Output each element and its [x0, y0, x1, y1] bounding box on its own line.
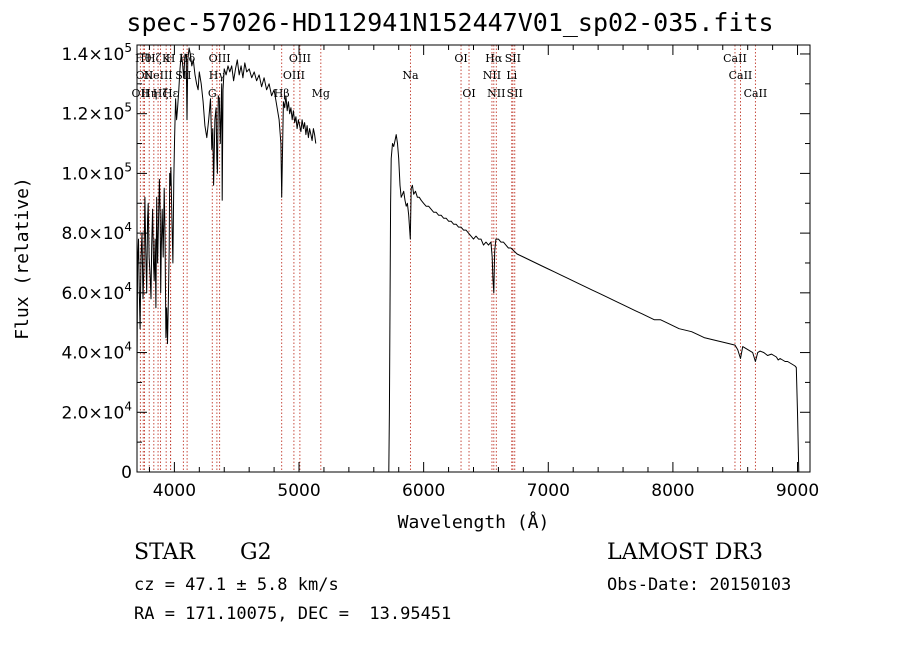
spectrum-series — [136, 47, 800, 473]
line-label-6364: OI — [462, 87, 475, 100]
line-label-3798: Hη — [141, 87, 157, 100]
line-label-4363: OIII — [209, 52, 231, 65]
x-tick-label-7000: 7000 — [527, 481, 570, 501]
y-tick-label-20000: 2.0×104 — [61, 399, 132, 423]
line-label-3835: Hζ — [146, 52, 162, 65]
survey-name: LAMOST DR3 — [607, 540, 763, 565]
line-label-3727: OII — [132, 87, 150, 100]
line-label-5175: Mg — [312, 87, 330, 100]
y-tick-label-120000: 1.2×105 — [61, 101, 132, 125]
x-tick-label-4000: 4000 — [153, 481, 196, 501]
line-label-6563: Hα — [485, 52, 503, 65]
line-label-4341: Hγ — [209, 69, 226, 82]
coordinates: RA = 171.10075, DEC = 13.95451 — [134, 604, 452, 624]
redshift: cz = 47.1 ± 5.8 km/s — [134, 575, 339, 595]
line-label-6716: SII — [505, 52, 521, 65]
line-label-6548: NII — [483, 69, 501, 82]
chart-title: spec-57026-HD112941N152447V01_sp02-035.f… — [126, 8, 774, 37]
y-tick-label-80000: 8.0×104 — [61, 220, 132, 244]
y-tick-label-140000: 1.4×105 — [61, 41, 132, 65]
line-label-6583: NII — [487, 87, 505, 100]
x-axis-label: Wavelength (Å) — [398, 511, 550, 533]
line-label-4102: Hδ — [179, 52, 196, 65]
object-type: STAR — [134, 540, 195, 565]
line-label-6731: SII — [507, 87, 523, 100]
line-label-3969: H — [166, 52, 176, 65]
line-label-3889: Hζ — [153, 87, 169, 100]
line-labels: OIIHθOIIHηHζNeIIIHζKHHεSIIHδGHγOIIIHβOII… — [132, 52, 768, 100]
x-tick-label-6000: 6000 — [402, 481, 445, 501]
x-tick-label-5000: 5000 — [277, 481, 320, 501]
line-label-3970: Hε — [163, 87, 179, 100]
x-tick-label-8000: 8000 — [651, 481, 694, 501]
observation-date: Obs-Date: 20150103 — [607, 575, 792, 595]
line-label-4072: SII — [175, 69, 191, 82]
spectral-line-markers — [139, 45, 756, 472]
line-label-3750: Hθ — [135, 52, 152, 65]
spectral-subclass: G2 — [240, 540, 272, 565]
spectrum-segment-0 — [136, 47, 317, 368]
line-label-8498: CaII — [723, 52, 747, 65]
y-tick-label-0: 0 — [121, 463, 132, 483]
spectrum-segment-1 — [388, 134, 800, 473]
line-label-3869: NeIII — [143, 69, 172, 82]
y-tick-label-100000: 1.0×105 — [61, 160, 132, 184]
plot-frame — [136, 44, 811, 473]
line-label-5894: Na — [402, 69, 419, 82]
y-axis-label: Flux (relative) — [12, 177, 33, 340]
line-label-6300: OI — [454, 52, 467, 65]
line-label-5007: OIII — [289, 52, 311, 65]
y-tick-label-40000: 4.0×104 — [61, 340, 132, 364]
line-label-4861: Hβ — [274, 87, 290, 100]
line-label-3934: K — [162, 52, 171, 65]
line-label-6707: Li — [506, 69, 517, 82]
line-label-8542: CaII — [729, 69, 753, 82]
line-label-3760: OII — [136, 69, 154, 82]
line-label-4959: OIII — [283, 69, 305, 82]
line-label-4304: G — [208, 87, 217, 100]
axes: 4000 5000 6000 7000 8000 9000 0 2.0×104 4.0×104 6… — [12, 41, 819, 533]
line-label-8662: CaII — [744, 87, 768, 100]
x-tick-label-9000: 9000 — [776, 481, 819, 501]
y-tick-label-60000: 6.0×104 — [61, 280, 132, 304]
